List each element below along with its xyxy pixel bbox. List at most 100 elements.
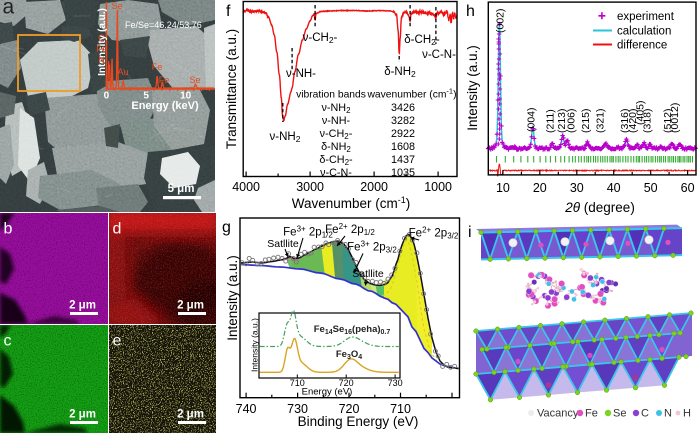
- svg-text:Wavenumber (cm-1): Wavenumber (cm-1): [292, 195, 411, 211]
- svg-text:δ-CH2-: δ-CH2-: [319, 154, 353, 167]
- svg-text:vibration bands: vibration bands: [296, 90, 366, 101]
- svg-text:(405): (405): [634, 100, 646, 125]
- svg-text:2 μm: 2 μm: [177, 300, 204, 312]
- svg-text:ν-CH2-: ν-CH2-: [320, 128, 353, 141]
- svg-text:(318): (318): [641, 108, 653, 133]
- svg-text:ν-NH-: ν-NH-: [322, 115, 351, 127]
- svg-text:(213): (213): [556, 108, 568, 133]
- svg-text:0: 0: [104, 91, 110, 102]
- svg-text:3426: 3426: [391, 102, 415, 114]
- svg-text:Fe2+ 2p1/2: Fe2+ 2p1/2: [325, 222, 375, 238]
- svg-text:730: 730: [287, 402, 308, 416]
- svg-text:30: 30: [570, 181, 584, 195]
- svg-text:10: 10: [496, 181, 510, 195]
- svg-text:2 μm: 2 μm: [69, 300, 96, 312]
- svg-text:Fe14Se16(peha)0.7: Fe14Se16(peha)0.7: [314, 324, 391, 336]
- svg-text:H: H: [683, 408, 691, 420]
- svg-text:(215): (215): [580, 108, 592, 133]
- svg-text:720: 720: [339, 378, 354, 388]
- svg-text:Transmittance (a.u.): Transmittance (a.u.): [224, 29, 239, 149]
- svg-text:60: 60: [681, 181, 695, 195]
- svg-text:difference: difference: [617, 40, 667, 52]
- svg-text:δ-NH2: δ-NH2: [384, 66, 416, 79]
- svg-text:4000: 4000: [232, 180, 260, 194]
- svg-text:Intensity (a.u.): Intensity (a.u.): [97, 8, 108, 76]
- svg-text:40: 40: [607, 181, 621, 195]
- svg-text:d: d: [113, 221, 122, 238]
- svg-text:2 μm: 2 μm: [69, 409, 96, 421]
- svg-text:ν-C-N-: ν-C-N-: [422, 49, 456, 61]
- svg-text:Fe: Fe: [159, 75, 170, 85]
- svg-text:e: e: [113, 333, 122, 350]
- svg-text:ν-NH-: ν-NH-: [286, 68, 316, 80]
- svg-text:740: 740: [236, 402, 257, 416]
- svg-text:730: 730: [388, 378, 403, 388]
- svg-text:δ-NH2: δ-NH2: [321, 141, 351, 154]
- svg-text:Intensity (a.u.): Intensity (a.u.): [465, 45, 480, 131]
- svg-text:Intensity (a.u.): Intensity (a.u.): [250, 318, 260, 372]
- svg-text:ν-NH2: ν-NH2: [321, 102, 351, 115]
- svg-text:20: 20: [533, 181, 547, 195]
- svg-text:Fe3+ 2p3/2: Fe3+ 2p3/2: [347, 239, 397, 255]
- svg-text:3282: 3282: [391, 115, 415, 127]
- svg-text:5 μm: 5 μm: [168, 183, 195, 195]
- svg-text:Se: Se: [189, 75, 200, 85]
- svg-text:experiment: experiment: [617, 11, 675, 23]
- svg-text:c: c: [4, 333, 12, 350]
- svg-text:Fe3+ 2p1/2: Fe3+ 2p1/2: [283, 224, 333, 240]
- svg-text:g: g: [222, 219, 231, 236]
- svg-text:Fe/Se=46.24/53.76: Fe/Se=46.24/53.76: [125, 20, 202, 30]
- svg-text:Satllite: Satllite: [267, 238, 299, 250]
- svg-text:f: f: [226, 3, 231, 20]
- svg-text:2922: 2922: [391, 128, 415, 140]
- svg-text:Vacancy: Vacancy: [537, 408, 579, 420]
- svg-text:50: 50: [644, 181, 658, 195]
- svg-text:Fe3O4: Fe3O4: [336, 349, 362, 361]
- svg-text:(420): (420): [627, 108, 639, 133]
- svg-text:C: C: [98, 33, 105, 43]
- svg-text:2 μm: 2 μm: [177, 409, 204, 421]
- svg-text:710: 710: [390, 402, 411, 416]
- svg-text:Fe: Fe: [96, 44, 107, 54]
- svg-text:δ-CH2-: δ-CH2-: [404, 34, 440, 47]
- svg-text:Energy (keV): Energy (keV): [131, 100, 199, 112]
- svg-text:710: 710: [290, 378, 305, 388]
- svg-text:Intensity (a.u.): Intensity (a.u.): [225, 255, 240, 341]
- svg-text:(0012): (0012): [669, 103, 681, 133]
- svg-text:N: N: [98, 55, 105, 65]
- svg-text:3000: 3000: [296, 180, 324, 194]
- svg-text:Au: Au: [117, 67, 128, 77]
- svg-text:Binding Energy (eV): Binding Energy (eV): [298, 414, 419, 429]
- svg-text:2θ (degree): 2θ (degree): [564, 200, 635, 215]
- svg-text:Se: Se: [111, 1, 122, 11]
- svg-text:Fe: Fe: [152, 62, 163, 72]
- svg-text:1035: 1035: [391, 167, 415, 179]
- svg-text:(316): (316): [619, 108, 631, 133]
- svg-text:Energy (eV): Energy (eV): [302, 387, 353, 398]
- svg-text:ν-CH2-: ν-CH2-: [303, 32, 338, 45]
- svg-text:(321): (321): [594, 108, 606, 133]
- svg-text:5: 5: [143, 91, 149, 102]
- svg-text:2000: 2000: [360, 180, 388, 194]
- svg-text:1608: 1608: [391, 141, 415, 153]
- svg-text:1437: 1437: [391, 154, 415, 166]
- svg-text:calculation: calculation: [617, 26, 671, 38]
- svg-text:(002): (002): [495, 8, 507, 33]
- svg-text:wavenumber (cm-1): wavenumber (cm-1): [366, 86, 456, 101]
- svg-text:C: C: [641, 408, 649, 420]
- svg-text:10: 10: [180, 91, 192, 102]
- svg-text:720: 720: [339, 402, 360, 416]
- svg-text:N: N: [664, 408, 672, 420]
- svg-text:(512): (512): [662, 108, 674, 133]
- svg-text:i: i: [468, 224, 472, 241]
- svg-text:(004): (004): [525, 107, 537, 132]
- svg-text:Fe: Fe: [585, 408, 598, 420]
- svg-text:ν-C-N-: ν-C-N-: [320, 167, 352, 179]
- svg-text:(211): (211): [544, 109, 556, 133]
- svg-text:(006): (006): [565, 108, 577, 133]
- svg-text:a: a: [3, 0, 15, 19]
- svg-text:ν-NH2: ν-NH2: [270, 131, 301, 144]
- svg-text:1000: 1000: [424, 180, 452, 194]
- svg-text:h: h: [466, 3, 475, 20]
- svg-text:Se: Se: [613, 408, 626, 420]
